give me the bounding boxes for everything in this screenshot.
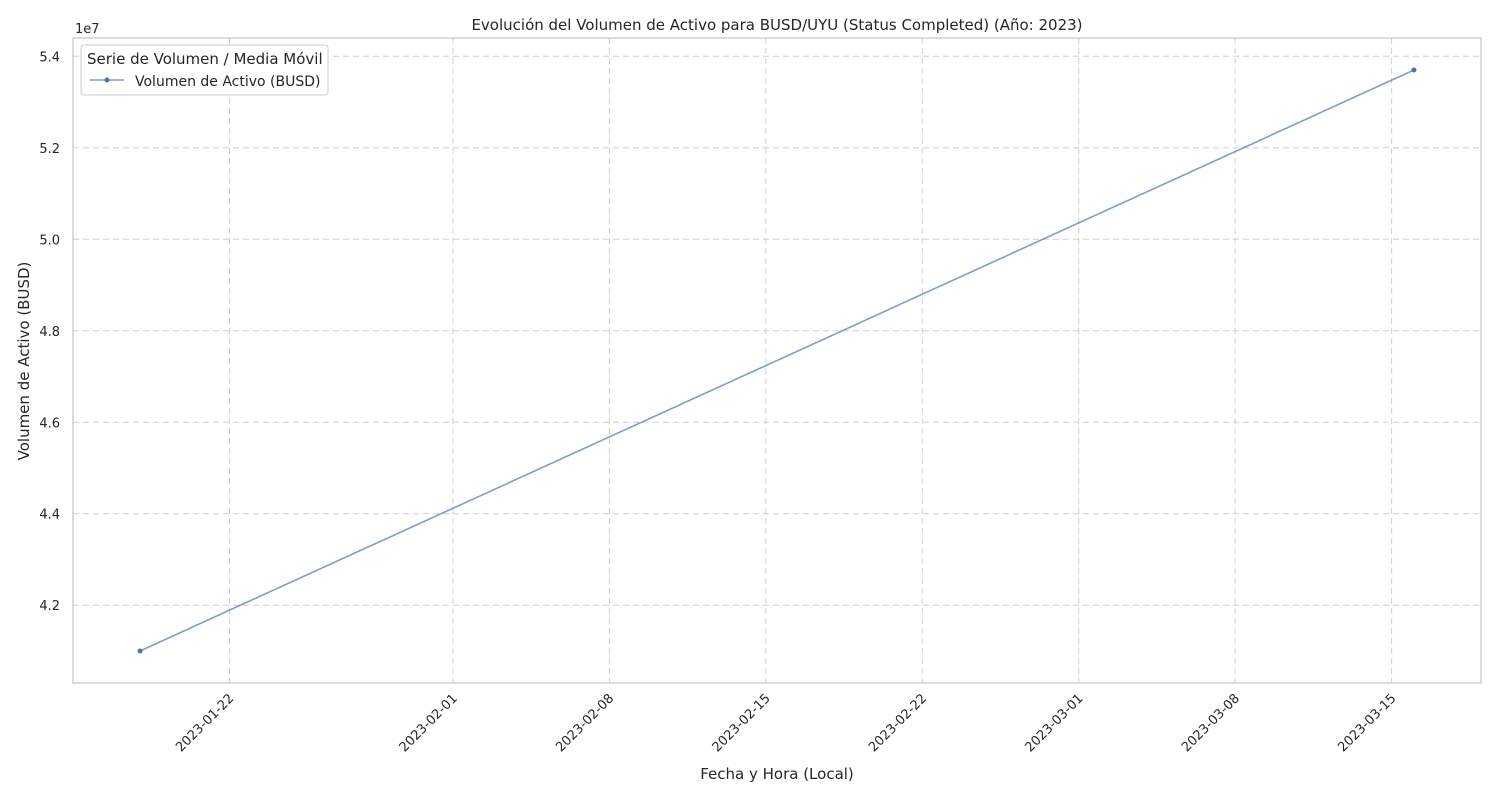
y-tick-label: 5.0 bbox=[39, 233, 60, 248]
data-point bbox=[137, 648, 143, 654]
x-tick-label: 2023-03-01 bbox=[1023, 691, 1087, 755]
y-tick-labels: 4.2 4.4 4.6 4.8 5.0 5.2 5.4 bbox=[39, 50, 60, 614]
y-tick-label: 5.4 bbox=[39, 50, 60, 65]
x-axis-title: Fecha y Hora (Local) bbox=[700, 765, 854, 783]
x-tick-label: 2023-03-15 bbox=[1335, 691, 1399, 755]
legend-label: Volumen de Activo (BUSD) bbox=[135, 74, 321, 90]
x-tick-label: 2023-02-15 bbox=[710, 691, 774, 755]
x-tick-label: 2023-02-22 bbox=[866, 691, 930, 755]
legend-title: Serie de Volumen / Media Móvil bbox=[87, 50, 323, 68]
y-tick-label: 4.6 bbox=[39, 416, 60, 431]
series-layer bbox=[137, 67, 1417, 654]
legend: Serie de Volumen / Media Móvil Volumen d… bbox=[80, 44, 329, 96]
y-tick-label: 4.2 bbox=[39, 599, 60, 614]
legend-swatch-marker bbox=[104, 77, 110, 83]
y-tick-label: 5.2 bbox=[39, 142, 60, 157]
x-tick-labels: 2023-01-22 2023-02-01 2023-02-08 2023-02-15… bbox=[173, 691, 1399, 755]
y-tick-label: 4.4 bbox=[39, 508, 60, 523]
x-tick-label: 2023-02-08 bbox=[553, 691, 617, 755]
x-tick-label: 2023-01-22 bbox=[173, 691, 237, 755]
y-axis-title: Volumen de Activo (BUSD) bbox=[15, 262, 33, 461]
y-offset-label: 1e7 bbox=[75, 22, 100, 37]
plot-frame bbox=[72, 37, 1482, 684]
x-tick-label: 2023-03-08 bbox=[1179, 691, 1243, 755]
chart-title: Evolución del Volumen de Activo para BUS… bbox=[471, 16, 1082, 34]
legend-box bbox=[80, 44, 329, 96]
x-tick-label: 2023-02-01 bbox=[397, 691, 461, 755]
series-line bbox=[139, 69, 1415, 652]
y-tick-label: 4.8 bbox=[39, 325, 60, 340]
data-point bbox=[1411, 67, 1417, 73]
